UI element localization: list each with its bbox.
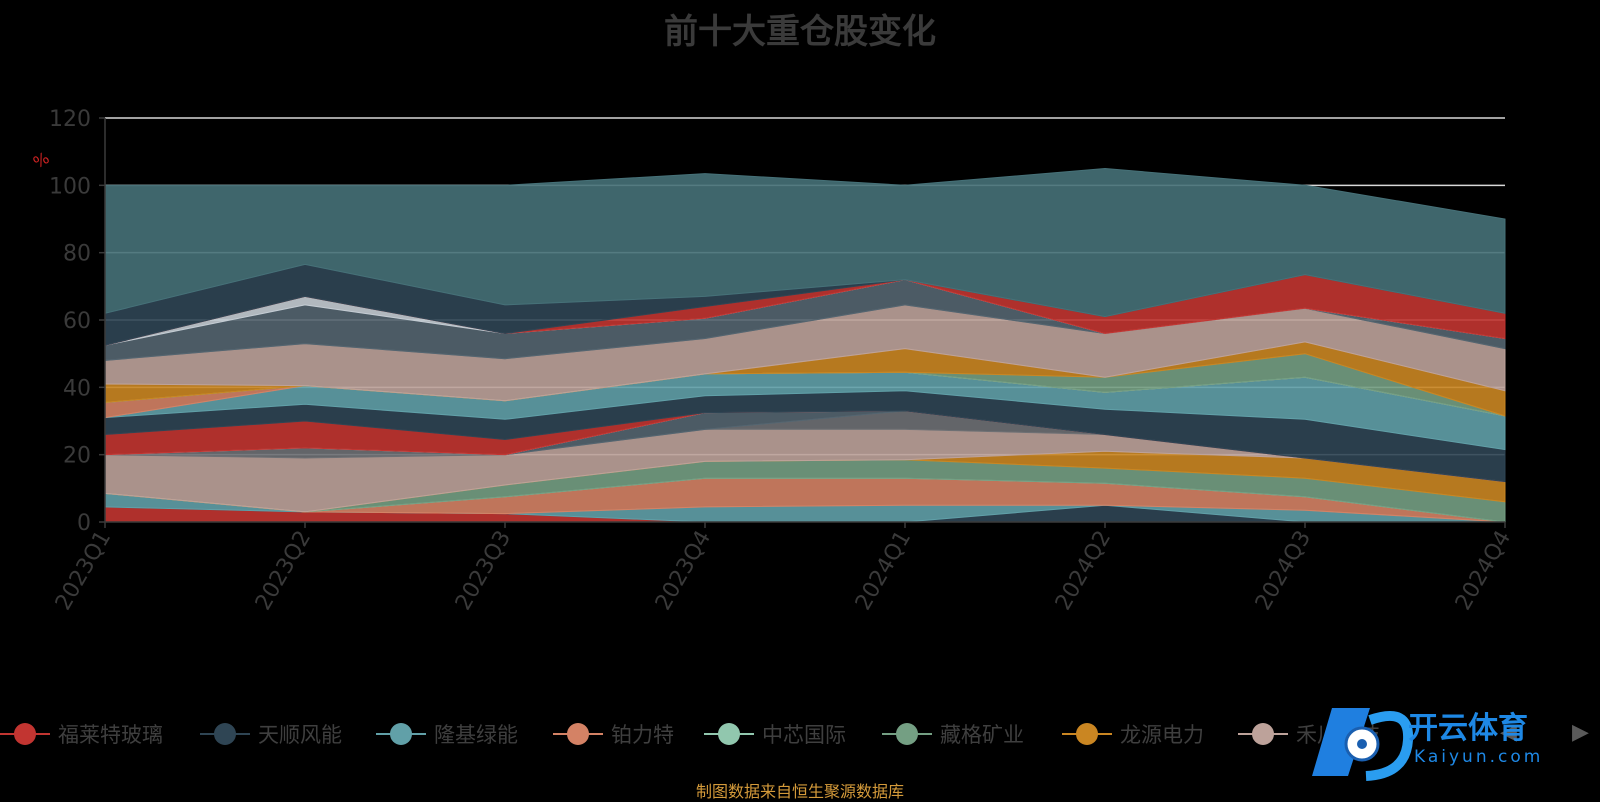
x-tick-labels: 2023Q1 2023Q2 2023Q3 2023Q4 2024Q1 2024Q2 2024…	[51, 522, 1516, 615]
y-tick-label-4: 80	[63, 242, 91, 267]
legend-symbol-icon	[376, 714, 426, 754]
legend-label: 中芯国际	[762, 723, 846, 747]
legend-item-6[interactable]: 龙源电力	[1062, 714, 1204, 754]
x-tick-label-0: 2023Q1	[51, 527, 116, 615]
legend-symbol-icon	[704, 714, 754, 754]
legend-item-1[interactable]: 天顺风能	[200, 714, 342, 754]
watermark-logo: 开云体育 Kaiyun.com	[1312, 708, 1543, 781]
y-axis-unit-label: %	[30, 148, 53, 172]
legend-symbol-icon	[882, 714, 932, 754]
y-tick-label-0: 0	[77, 511, 91, 536]
legend-symbol-icon	[200, 714, 250, 754]
area-series-24	[104, 167, 1506, 318]
area-series	[104, 167, 1506, 523]
x-tick-label-6: 2024Q3	[1251, 527, 1316, 615]
legend-item-5[interactable]: 藏格矿业	[882, 714, 1024, 754]
legend-next-icon[interactable]: ▶	[1572, 720, 1589, 745]
legend-item-0[interactable]: 福莱特玻璃	[0, 714, 163, 754]
data-source-note: 制图数据来自恒生聚源数据库	[695, 782, 904, 801]
y-tick-label-1: 20	[63, 444, 91, 469]
y-tick-label-2: 40	[63, 376, 91, 401]
x-tick-label-7: 2024Q4	[1451, 527, 1516, 615]
watermark-main-text: 开云体育	[1408, 711, 1528, 746]
y-tick-label-6: 120	[49, 107, 91, 132]
legend-item-2[interactable]: 隆基绿能	[376, 714, 518, 754]
x-tick-label-4: 2024Q1	[851, 527, 916, 615]
legend-label: 隆基绿能	[434, 723, 518, 747]
legend-prev-icon[interactable]: ◀	[1500, 720, 1517, 745]
y-tick-label-3: 60	[63, 309, 91, 334]
legend-label: 藏格矿业	[940, 723, 1024, 747]
legend-label: 福莱特玻璃	[58, 723, 163, 747]
legend-label: 铂力特	[611, 723, 674, 747]
x-tick-label-3: 2023Q4	[651, 527, 716, 615]
legend-symbol-icon	[1062, 714, 1112, 754]
x-tick-label-2: 2023Q3	[451, 527, 516, 615]
legend-label: 天顺风能	[258, 723, 342, 747]
legend-symbol-icon	[1238, 714, 1288, 754]
legend-item-4[interactable]: 中芯国际	[704, 714, 846, 754]
legend-symbol-icon	[0, 714, 50, 754]
x-tick-label-5: 2024Q2	[1051, 527, 1116, 615]
legend-label: 龙源电力	[1120, 723, 1204, 747]
chart-title: 前十大重仓股变化	[664, 12, 936, 52]
x-tick-label-1: 2023Q2	[251, 527, 316, 615]
legend-item-3[interactable]: 铂力特	[553, 714, 674, 754]
y-tick-labels: 0 20 40 60 80 100 120	[49, 107, 105, 536]
legend-symbol-icon	[553, 714, 603, 754]
y-tick-label-5: 100	[49, 174, 91, 199]
watermark-sub-text: Kaiyun.com	[1414, 747, 1543, 767]
